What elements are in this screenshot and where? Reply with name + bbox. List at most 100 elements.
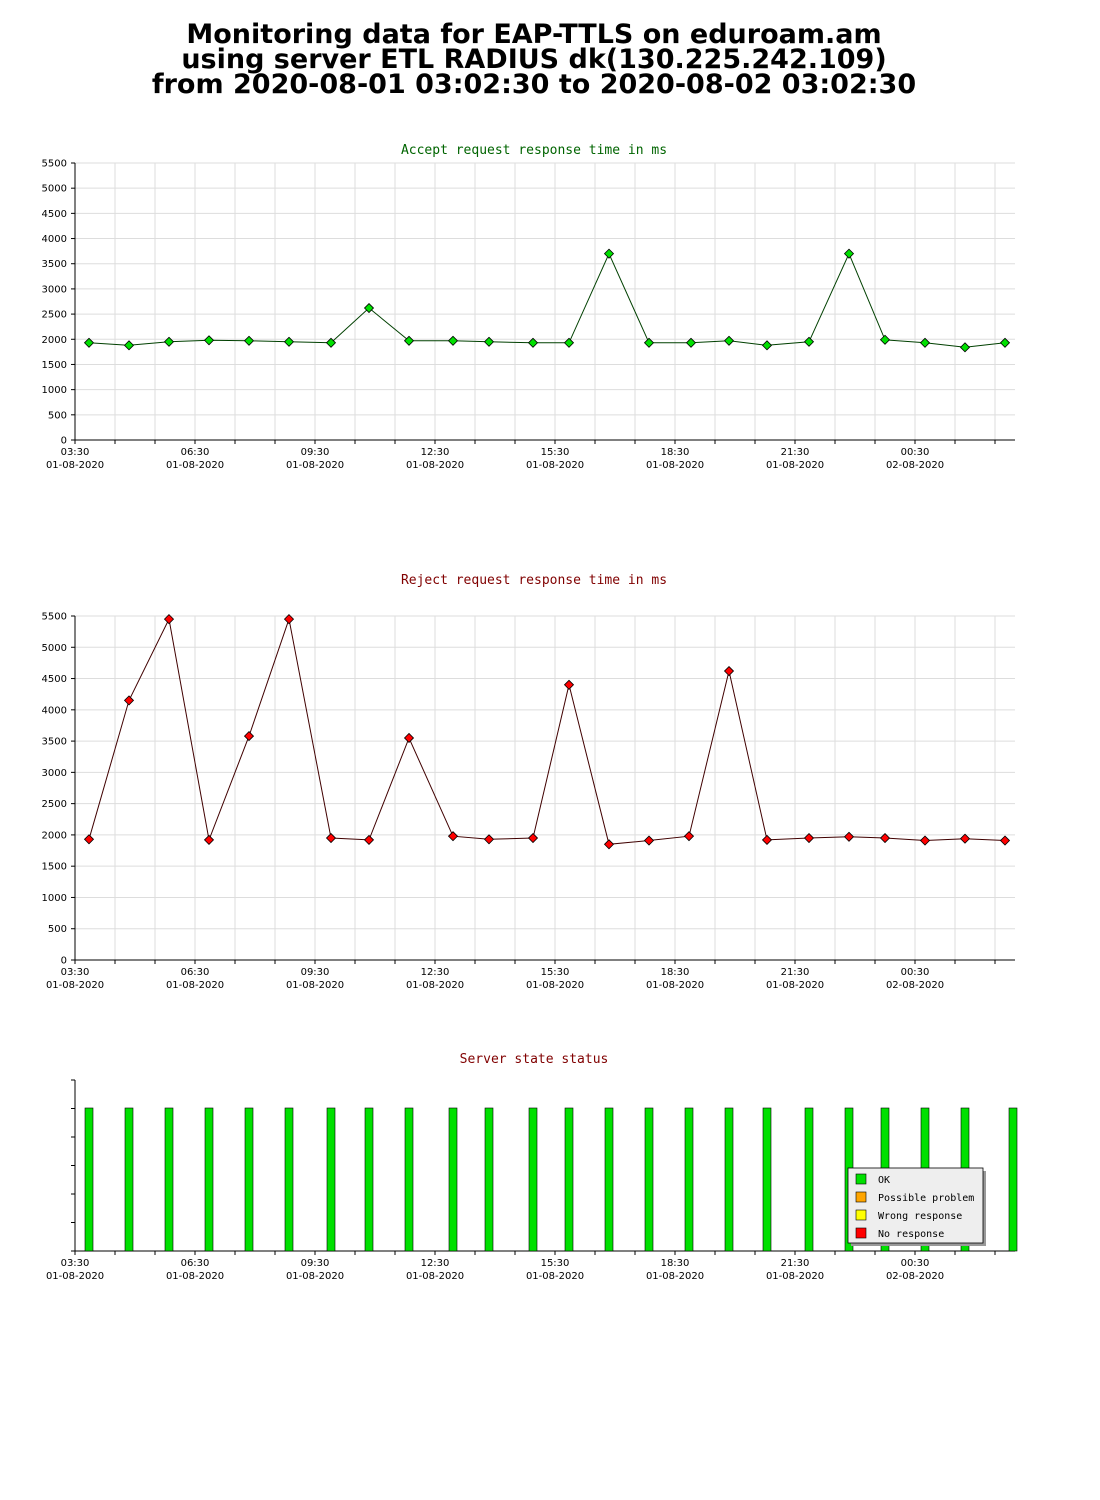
legend-swatch [855,1191,867,1203]
x-tick-label-date: 02-08-2020 [886,980,944,991]
chart-title: Accept request response time in ms [401,143,667,158]
status-bar [164,1107,174,1252]
status-bar [404,1107,414,1252]
data-point [123,695,135,706]
y-tick-label: 0 [61,436,67,447]
y-tick-label: 500 [48,410,67,421]
data-point [83,834,95,845]
data-point [959,342,971,353]
x-tick-label-time: 00:30 [901,967,930,978]
data-point [723,665,735,677]
x-tick-label-date: 01-08-2020 [166,1271,224,1282]
y-tick-label: 5000 [42,643,67,654]
status-bar [724,1107,734,1252]
x-tick-label-time: 18:30 [661,447,690,458]
data-point [163,614,175,625]
data-point [843,831,855,842]
x-tick-label-date: 01-08-2020 [46,980,104,991]
data-point [483,834,495,845]
title-line-2: using server ETL RADIUS dk(130.225.242.1… [181,44,887,75]
status-bar [528,1107,538,1252]
y-tick-label: 3000 [42,284,67,295]
data-point [83,337,95,348]
y-tick-label: 3000 [42,768,67,779]
x-tick-label-date: 01-08-2020 [766,460,824,471]
x-tick-label-date: 01-08-2020 [526,1271,584,1282]
x-tick-label-date: 01-08-2020 [766,1271,824,1282]
y-tick-label: 5500 [42,612,67,623]
status-bar [762,1107,772,1252]
y-tick-label: 3500 [42,737,67,748]
x-tick-label-date: 01-08-2020 [166,460,224,471]
data-point [403,335,415,346]
y-tick-label: 1000 [42,385,67,396]
data-point [283,336,295,347]
y-tick-label: 2500 [42,799,67,810]
y-tick-label: 1500 [42,360,67,371]
y-tick-label: 4000 [42,705,67,716]
y-tick-label: 5000 [42,184,67,195]
x-tick-label-time: 03:30 [61,1258,90,1269]
status-bar [244,1107,254,1252]
data-point [603,839,615,850]
x-tick-label-date: 01-08-2020 [406,1271,464,1282]
data-point [483,336,495,347]
x-tick-label-time: 03:30 [61,967,90,978]
data-point [563,679,575,690]
data-point [803,832,815,844]
y-tick-label: 2000 [42,335,67,346]
data-point [643,337,655,348]
x-tick-label-time: 12:30 [421,967,450,978]
data-point [527,337,539,348]
status-bar [204,1107,214,1252]
x-tick-label-date: 01-08-2020 [406,980,464,991]
status-bar [364,1107,374,1252]
x-tick-label-date: 02-08-2020 [886,460,944,471]
y-tick-label: 4000 [42,234,67,245]
legend-box [847,1167,984,1244]
data-point [243,731,255,742]
x-tick-label-date: 01-08-2020 [46,460,104,471]
series-line [88,252,1006,348]
x-tick-label-date: 01-08-2020 [46,1271,104,1282]
chart-title: Reject request response time in ms [401,573,667,588]
y-tick-label: 4500 [42,674,67,685]
x-tick-label-time: 21:30 [781,967,810,978]
data-point [363,302,375,314]
data-point [203,834,215,845]
status-bar [484,1107,494,1252]
data-point [879,832,891,844]
x-tick-label-time: 09:30 [301,1258,330,1269]
data-point [643,835,655,846]
x-tick-label-time: 12:30 [421,1258,450,1269]
data-point [403,732,415,744]
status-bar [804,1107,814,1252]
legend-label: No response [878,1229,944,1240]
y-tick-label: 1000 [42,893,67,904]
x-tick-label-time: 06:30 [181,967,210,978]
x-tick-label-time: 09:30 [301,967,330,978]
status-bar [684,1107,694,1252]
status-bar [284,1107,294,1252]
status-bar [564,1107,574,1252]
data-point [723,335,735,346]
title-line-3: from 2020-08-01 03:02:30 to 2020-08-02 0… [151,69,917,100]
data-point [959,833,971,844]
y-tick-label: 4500 [42,209,67,220]
x-tick-label-date: 01-08-2020 [406,460,464,471]
data-point [163,336,175,347]
data-point [243,335,255,346]
x-tick-label-date: 01-08-2020 [286,980,344,991]
y-tick-label: 3500 [42,259,67,270]
accept-response-chart: Accept request response time in ms 0 500 10… [42,143,1015,471]
x-tick-label-time: 06:30 [181,447,210,458]
data-point [603,248,615,259]
data-point [803,336,815,347]
x-tick-label-time: 12:30 [421,447,450,458]
legend-swatch [855,1227,867,1239]
data-point [527,832,539,844]
x-tick-label-time: 21:30 [781,1258,810,1269]
data-point [203,335,215,346]
x-tick-label-time: 09:30 [301,447,330,458]
data-point [123,340,135,351]
